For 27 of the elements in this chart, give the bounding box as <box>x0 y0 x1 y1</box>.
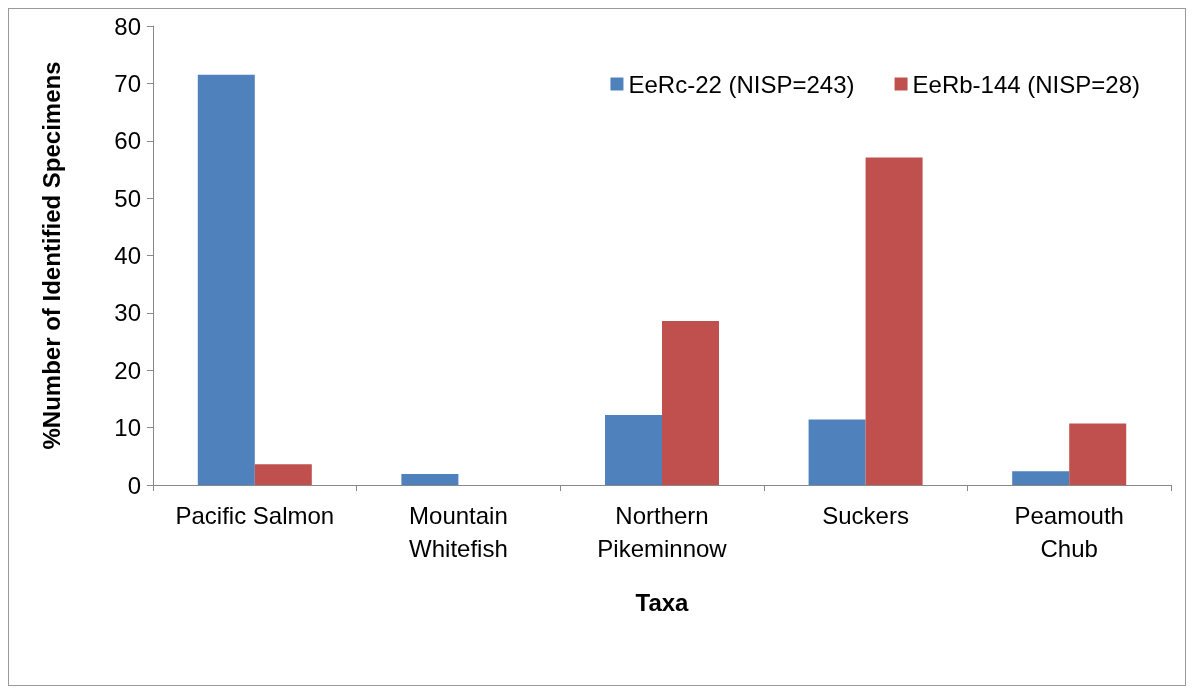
legend-label: EeRb-144 (NISP=28) <box>912 70 1140 98</box>
x-tick-label: Pacific Salmon <box>175 502 335 529</box>
y-tick-label: 50 <box>114 184 141 212</box>
y-axis-title: %Number of Identified Specimens <box>37 61 65 450</box>
bar <box>1012 471 1070 485</box>
x-tick-label: Peamouth Chub <box>1014 502 1124 562</box>
y-tick-label: 80 <box>114 12 141 40</box>
bar <box>254 464 312 485</box>
bar <box>808 419 866 485</box>
y-tick-label: 70 <box>114 69 141 97</box>
y-tick-label: 60 <box>114 127 141 155</box>
x-tick-label: Suckers <box>822 502 909 529</box>
bar <box>604 415 662 485</box>
legend-label: EeRc-22 (NISP=243) <box>628 70 855 98</box>
y-tick-label: 30 <box>114 299 141 327</box>
x-axis-title: Taxa <box>635 588 690 616</box>
bar <box>662 320 720 485</box>
bar <box>197 74 255 485</box>
x-tick-label: Mountain Whitefish <box>409 502 508 562</box>
x-tick-label: Northern Pikeminnow <box>597 502 728 562</box>
y-tick-label: 0 <box>127 471 141 499</box>
bar <box>401 474 459 485</box>
y-tick-label: 40 <box>114 242 141 269</box>
bar <box>1069 423 1127 485</box>
bar <box>865 157 923 485</box>
y-tick-label: 20 <box>114 356 141 384</box>
y-tick-label: 10 <box>114 414 141 442</box>
